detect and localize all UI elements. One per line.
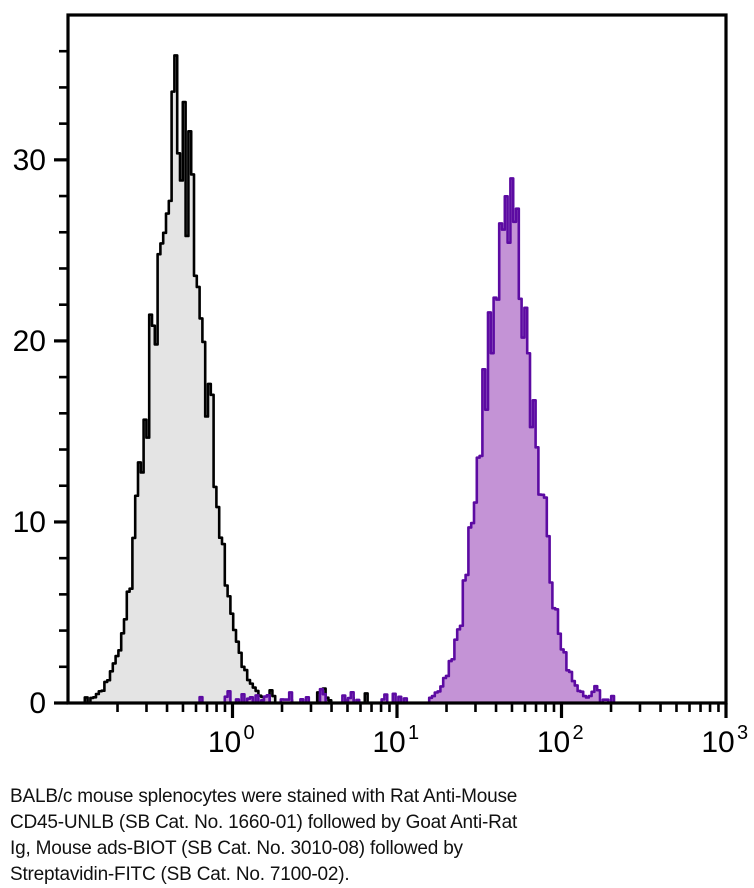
x-tick-label-10e3: 10 3 <box>701 722 748 759</box>
figure-caption: BALB/c mouse splenocytes were stained wi… <box>10 784 750 888</box>
caption-line-1: BALB/c mouse splenocytes were stained wi… <box>10 786 518 807</box>
svg-text:0: 0 <box>244 722 255 744</box>
svg-text:3: 3 <box>737 722 748 744</box>
purple-histogram-fill <box>199 178 614 704</box>
svg-text:10: 10 <box>537 726 570 759</box>
y-tick-label-20: 20 <box>13 325 46 358</box>
svg-text:2: 2 <box>573 722 584 744</box>
y-tick-label-30: 30 <box>13 144 46 177</box>
caption-line-2: CD45-UNLB (SB Cat. No. 1660-01) followed… <box>10 812 518 833</box>
histogram-curves <box>83 54 616 705</box>
black-histogram-fill <box>84 55 368 703</box>
svg-text:1: 1 <box>408 722 419 744</box>
svg-text:10: 10 <box>372 726 405 759</box>
x-tick-label-10e1: 10 1 <box>372 722 419 759</box>
x-tick-label-10e2: 10 2 <box>537 722 584 759</box>
y-tick-label-10: 10 <box>13 506 46 539</box>
caption-line-3: Ig, Mouse ads-BIOT (SB Cat. No. 3010-08)… <box>10 838 463 859</box>
y-tick-label-0: 0 <box>29 687 46 720</box>
caption-line-4: Streptavidin-FITC (SB Cat. No. 7100-02). <box>10 864 350 885</box>
svg-text:10: 10 <box>208 726 241 759</box>
svg-text:10: 10 <box>701 726 734 759</box>
axes <box>54 13 728 718</box>
x-tick-label-10e0: 10 0 <box>208 722 255 759</box>
